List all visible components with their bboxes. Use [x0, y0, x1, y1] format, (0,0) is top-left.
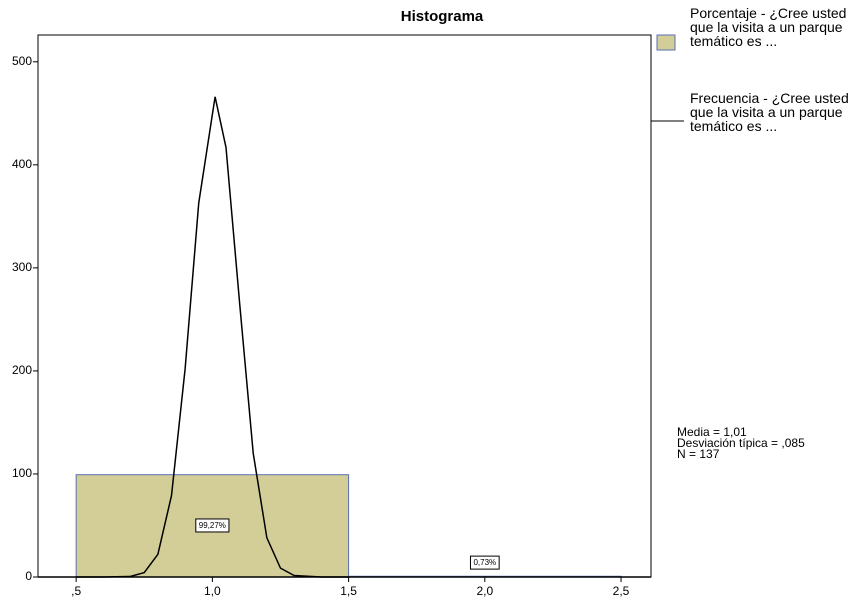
y-tick-label: 500 [12, 54, 32, 68]
density-curve [76, 96, 349, 578]
stat-annotation: Desviación típica = ,085 [677, 436, 805, 450]
x-tick-label: 2,5 [613, 584, 630, 598]
stat-annotation: N = 137 [677, 447, 720, 461]
legend-label: Porcentaje - ¿Cree usted que la visita a… [690, 5, 847, 49]
chart-title: Histograma [401, 8, 484, 25]
x-tick-label: 2,0 [476, 584, 493, 598]
legend-label: Frecuencia - ¿Cree usted que la visita a… [690, 90, 849, 134]
x-tick-label: 1,0 [204, 584, 221, 598]
x-tick-label: ,5 [71, 584, 81, 598]
x-tick-label: 1,5 [340, 584, 357, 598]
stat-annotation: Media = 1,01 [677, 425, 747, 439]
legend-swatch [656, 34, 676, 51]
y-tick-label: 0 [25, 569, 32, 583]
y-tick-label: 400 [12, 157, 32, 171]
value-label: 99,27% [199, 521, 226, 530]
y-tick-label: 300 [12, 260, 32, 274]
value-label-box [469, 555, 500, 570]
value-label: 0,73% [473, 558, 496, 567]
value-label-box [195, 518, 230, 533]
y-tick-label: 200 [12, 363, 32, 377]
y-tick-label: 100 [12, 466, 32, 480]
